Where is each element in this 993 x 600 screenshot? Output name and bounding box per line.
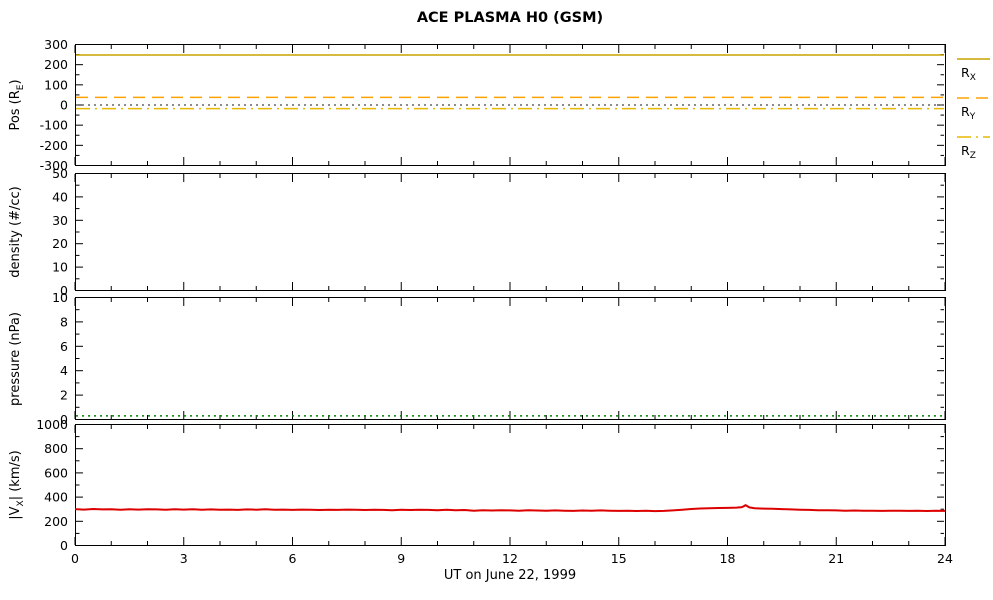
x-tick-label: 18 bbox=[720, 551, 736, 566]
x-tick-label: 15 bbox=[611, 551, 627, 566]
series-line bbox=[74, 504, 946, 513]
y-tick-label: 0 bbox=[60, 538, 68, 553]
panel-density: 50 40 30 20 10 0 bbox=[52, 166, 946, 298]
y-tick-label: 20 bbox=[52, 236, 68, 251]
y-tick-label: 30 bbox=[52, 213, 68, 228]
y-tick-label: 600 bbox=[44, 465, 68, 480]
panel-border bbox=[75, 173, 946, 291]
x-tick-label: 9 bbox=[397, 551, 405, 566]
y-tick-label: 8 bbox=[60, 314, 68, 329]
y-tick-label: -300 bbox=[40, 158, 68, 173]
y-tick-label: 100 bbox=[44, 77, 68, 92]
y-tick-label: 4 bbox=[60, 363, 68, 378]
y-tick-label: 40 bbox=[52, 189, 68, 204]
panel-velocity: 1000 800 600 400 200 00 3 6 9 12 15 18 21 24 bbox=[36, 417, 953, 566]
y-tick-label: -100 bbox=[40, 118, 68, 133]
panel-border bbox=[75, 44, 946, 166]
y-tick-label: 200 bbox=[44, 57, 68, 72]
y-tick-label: 0 bbox=[60, 98, 68, 113]
x-tick-label: 12 bbox=[502, 551, 518, 566]
y-tick-label: 2 bbox=[60, 388, 68, 403]
legend-label: RZ bbox=[961, 143, 976, 161]
x-tick-label: 0 bbox=[71, 551, 79, 566]
chart-title: ACE PLASMA H0 (GSM) bbox=[416, 10, 604, 26]
panel-position: 300 200 100 0 -100 -200 -300 RX RY RZ bbox=[40, 37, 990, 173]
y-tick-label: 10 bbox=[52, 260, 68, 275]
y-tick-label: 400 bbox=[44, 490, 68, 505]
y-tick-label: 6 bbox=[60, 339, 68, 354]
y-tick-label: 0 bbox=[60, 412, 68, 427]
panel-border bbox=[75, 424, 946, 546]
x-tick-label: 6 bbox=[289, 551, 297, 566]
x-axis-title: UT on June 22, 1999 bbox=[443, 568, 577, 583]
legend-label: RX bbox=[961, 65, 976, 83]
y-tick-label: -200 bbox=[40, 138, 68, 153]
y-tick-label: 200 bbox=[44, 514, 68, 529]
legend-label: RY bbox=[961, 104, 976, 122]
y-tick-label: 50 bbox=[52, 166, 68, 181]
y-tick-label: 0 bbox=[60, 283, 68, 298]
y-tick-label: 800 bbox=[44, 441, 68, 456]
y-tick-label: 1000 bbox=[36, 417, 68, 432]
x-tick-label: 3 bbox=[180, 551, 188, 566]
panel-border bbox=[75, 297, 946, 420]
x-tick-label: 21 bbox=[828, 551, 844, 566]
panel-pressure: 10 8 6 4 2 0 bbox=[52, 290, 946, 427]
x-tick-label: 24 bbox=[937, 551, 953, 566]
y-tick-label: 300 bbox=[44, 37, 68, 52]
y-tick-label: 10 bbox=[52, 290, 68, 305]
